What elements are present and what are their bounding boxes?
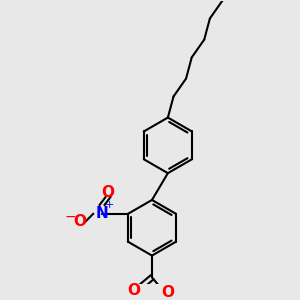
Text: O: O bbox=[161, 285, 174, 300]
Text: −: − bbox=[64, 210, 76, 224]
Text: O: O bbox=[74, 214, 87, 229]
Text: O: O bbox=[102, 184, 115, 200]
Text: N: N bbox=[96, 206, 109, 221]
Text: +: + bbox=[104, 200, 114, 210]
Text: O: O bbox=[127, 283, 140, 298]
